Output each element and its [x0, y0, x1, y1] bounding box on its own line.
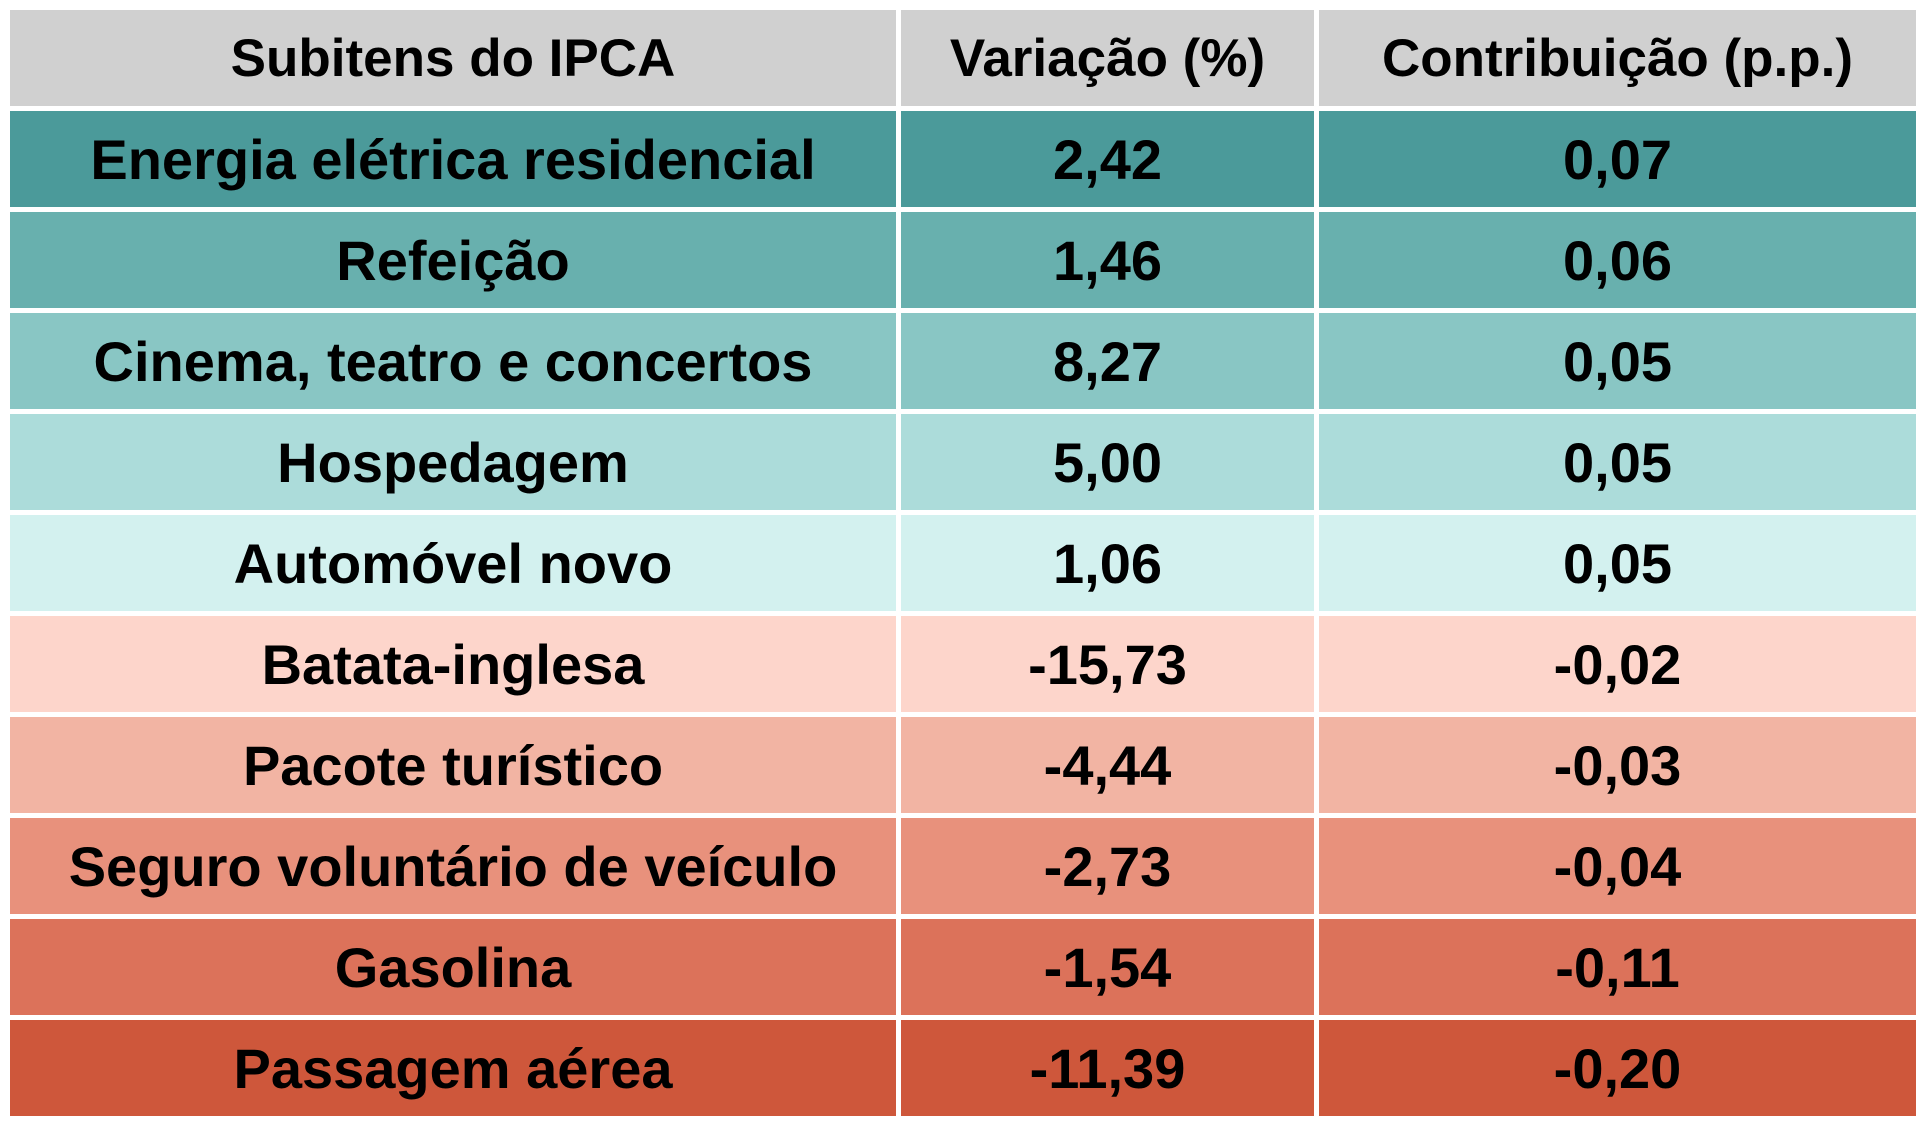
cell-contribuicao: -0,11	[1319, 919, 1916, 1015]
cell-contribuicao: 0,07	[1319, 111, 1916, 207]
cell-contribuicao: -0,20	[1319, 1020, 1916, 1116]
cell-variacao: -15,73	[901, 616, 1314, 712]
cell-subitem: Seguro voluntário de veículo	[10, 818, 896, 914]
cell-variacao: 1,46	[901, 212, 1314, 308]
cell-contribuicao: 0,05	[1319, 515, 1916, 611]
table-row: Refeição 1,46 0,06	[10, 212, 1916, 308]
table-row: Gasolina -1,54 -0,11	[10, 919, 1916, 1015]
cell-subitem: Refeição	[10, 212, 896, 308]
header-subitens: Subitens do IPCA	[10, 10, 896, 106]
table-row: Automóvel novo 1,06 0,05	[10, 515, 1916, 611]
header-contribuicao: Contribuição (p.p.)	[1319, 10, 1916, 106]
cell-subitem: Hospedagem	[10, 414, 896, 510]
cell-subitem: Batata-inglesa	[10, 616, 896, 712]
cell-contribuicao: 0,06	[1319, 212, 1916, 308]
cell-subitem: Cinema, teatro e concertos	[10, 313, 896, 409]
cell-subitem: Pacote turístico	[10, 717, 896, 813]
cell-variacao: -4,44	[901, 717, 1314, 813]
cell-subitem: Passagem aérea	[10, 1020, 896, 1116]
cell-variacao: -1,54	[901, 919, 1314, 1015]
cell-variacao: 8,27	[901, 313, 1314, 409]
table-row: Hospedagem 5,00 0,05	[10, 414, 1916, 510]
table-row: Batata-inglesa -15,73 -0,02	[10, 616, 1916, 712]
cell-subitem: Gasolina	[10, 919, 896, 1015]
cell-contribuicao: -0,02	[1319, 616, 1916, 712]
table-row: Cinema, teatro e concertos 8,27 0,05	[10, 313, 1916, 409]
table-row: Pacote turístico -4,44 -0,03	[10, 717, 1916, 813]
cell-contribuicao: -0,03	[1319, 717, 1916, 813]
table-row: Energia elétrica residencial 2,42 0,07	[10, 111, 1916, 207]
cell-contribuicao: -0,04	[1319, 818, 1916, 914]
header-variacao: Variação (%)	[901, 10, 1314, 106]
cell-variacao: -2,73	[901, 818, 1314, 914]
header-row: Subitens do IPCA Variação (%) Contribuiç…	[10, 10, 1916, 106]
table-row: Seguro voluntário de veículo -2,73 -0,04	[10, 818, 1916, 914]
cell-variacao: -11,39	[901, 1020, 1314, 1116]
cell-subitem: Energia elétrica residencial	[10, 111, 896, 207]
cell-contribuicao: 0,05	[1319, 313, 1916, 409]
cell-variacao: 1,06	[901, 515, 1314, 611]
table-row: Passagem aérea -11,39 -0,20	[10, 1020, 1916, 1116]
cell-variacao: 2,42	[901, 111, 1314, 207]
cell-subitem: Automóvel novo	[10, 515, 896, 611]
ipca-contribution-table: Subitens do IPCA Variação (%) Contribuiç…	[5, 5, 1920, 1121]
cell-variacao: 5,00	[901, 414, 1314, 510]
cell-contribuicao: 0,05	[1319, 414, 1916, 510]
